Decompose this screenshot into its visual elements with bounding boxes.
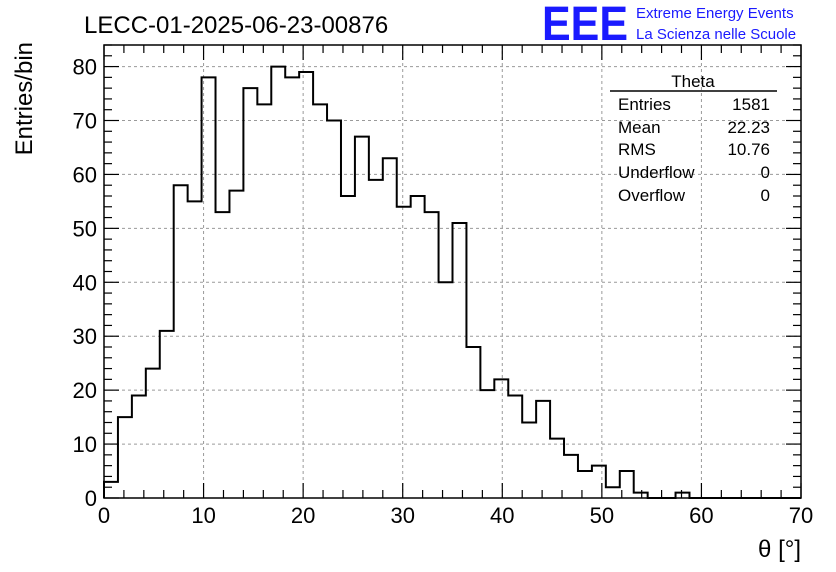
stats-box: Theta Entries 1581 Mean 22.23 RMS 10.76 …	[610, 72, 777, 205]
y-axis-label: Entries/bin	[11, 42, 38, 155]
x-axis-label: θ [°]	[758, 536, 801, 563]
histogram-bin-22	[411, 196, 425, 498]
stats-entries-value: 1581	[732, 95, 770, 114]
x-tick-label-10: 10	[191, 503, 215, 528]
histogram-bin-28	[494, 379, 508, 498]
y-tick-label-30: 30	[73, 324, 97, 349]
stats-underflow-value: 0	[761, 163, 770, 182]
histogram-bin-15	[313, 104, 327, 498]
y-tick-label-80: 80	[73, 55, 97, 80]
histogram-bin-26	[466, 347, 480, 498]
histogram-bin-5	[174, 185, 188, 498]
histogram-bin-13	[285, 77, 299, 498]
histogram-bin-29	[508, 396, 522, 498]
histogram-bin-4	[160, 331, 174, 498]
histogram-bin-2	[132, 396, 146, 498]
x-tick-label-0: 0	[98, 503, 110, 528]
x-tick-label-30: 30	[390, 503, 414, 528]
histogram-bin-19	[369, 180, 383, 498]
histogram-bin-0	[104, 482, 118, 498]
histogram-bin-20	[383, 158, 397, 498]
x-tick-label-50: 50	[590, 503, 614, 528]
histogram-bin-10	[243, 88, 257, 498]
histogram-bin-34	[578, 471, 592, 498]
chart-title: LECC-01-2025-06-23-00876	[84, 12, 388, 39]
histogram-bin-8	[216, 212, 230, 498]
stats-title: Theta	[671, 72, 715, 91]
x-tick-label-70: 70	[789, 503, 813, 528]
histogram-bars	[103, 65, 801, 499]
histogram-bin-36	[606, 487, 620, 498]
y-tick-label-40: 40	[73, 270, 97, 295]
logo-mark: EEE	[542, 0, 628, 51]
stats-entries-label: Entries	[618, 95, 671, 114]
histogram-bin-16	[327, 121, 341, 499]
histogram-bin-6	[188, 201, 202, 498]
y-tick-label-20: 20	[73, 378, 97, 403]
y-tick-label-50: 50	[73, 216, 97, 241]
histogram-bin-11	[257, 104, 271, 498]
stats-mean-label: Mean	[618, 118, 661, 137]
histogram-outline	[103, 65, 801, 499]
x-tick-label-40: 40	[490, 503, 514, 528]
y-tick-label-60: 60	[73, 162, 97, 187]
histogram-bin-14	[299, 72, 313, 498]
histogram-bin-31	[536, 401, 550, 498]
logo-line1: Extreme Energy Events	[636, 5, 794, 22]
stats-rms-label: RMS	[618, 140, 656, 159]
x-tick-label-60: 60	[689, 503, 713, 528]
y-tick-label-10: 10	[73, 432, 97, 457]
axis-ticks	[103, 44, 802, 499]
histogram-bin-25	[453, 223, 467, 498]
stats-overflow-label: Overflow	[618, 186, 686, 205]
histogram-bin-9	[229, 191, 243, 498]
y-tick-label-0: 0	[85, 486, 97, 511]
histogram-bin-3	[146, 369, 160, 498]
y-tick-label-70: 70	[73, 109, 97, 134]
histogram-bin-17	[341, 196, 355, 498]
stats-rms-value: 10.76	[727, 140, 770, 159]
x-tick-label-20: 20	[291, 503, 315, 528]
histogram-bin-1	[118, 417, 132, 498]
histogram-bin-35	[592, 466, 606, 498]
histogram-bin-21	[397, 207, 411, 498]
stats-underflow-label: Underflow	[618, 163, 695, 182]
histogram-bin-30	[522, 423, 536, 499]
stats-mean-value: 22.23	[727, 118, 770, 137]
histogram-bin-23	[425, 212, 439, 498]
histogram-bin-33	[564, 455, 578, 498]
histogram-bin-32	[550, 439, 564, 498]
stats-overflow-value: 0	[761, 186, 770, 205]
axis-tick-labels: 0 10 20 30 40 50 60 70 0 10 20 30 40 50 60 70 80	[73, 55, 814, 528]
logo-line2: La Scienza nelle Scuole	[636, 26, 796, 43]
